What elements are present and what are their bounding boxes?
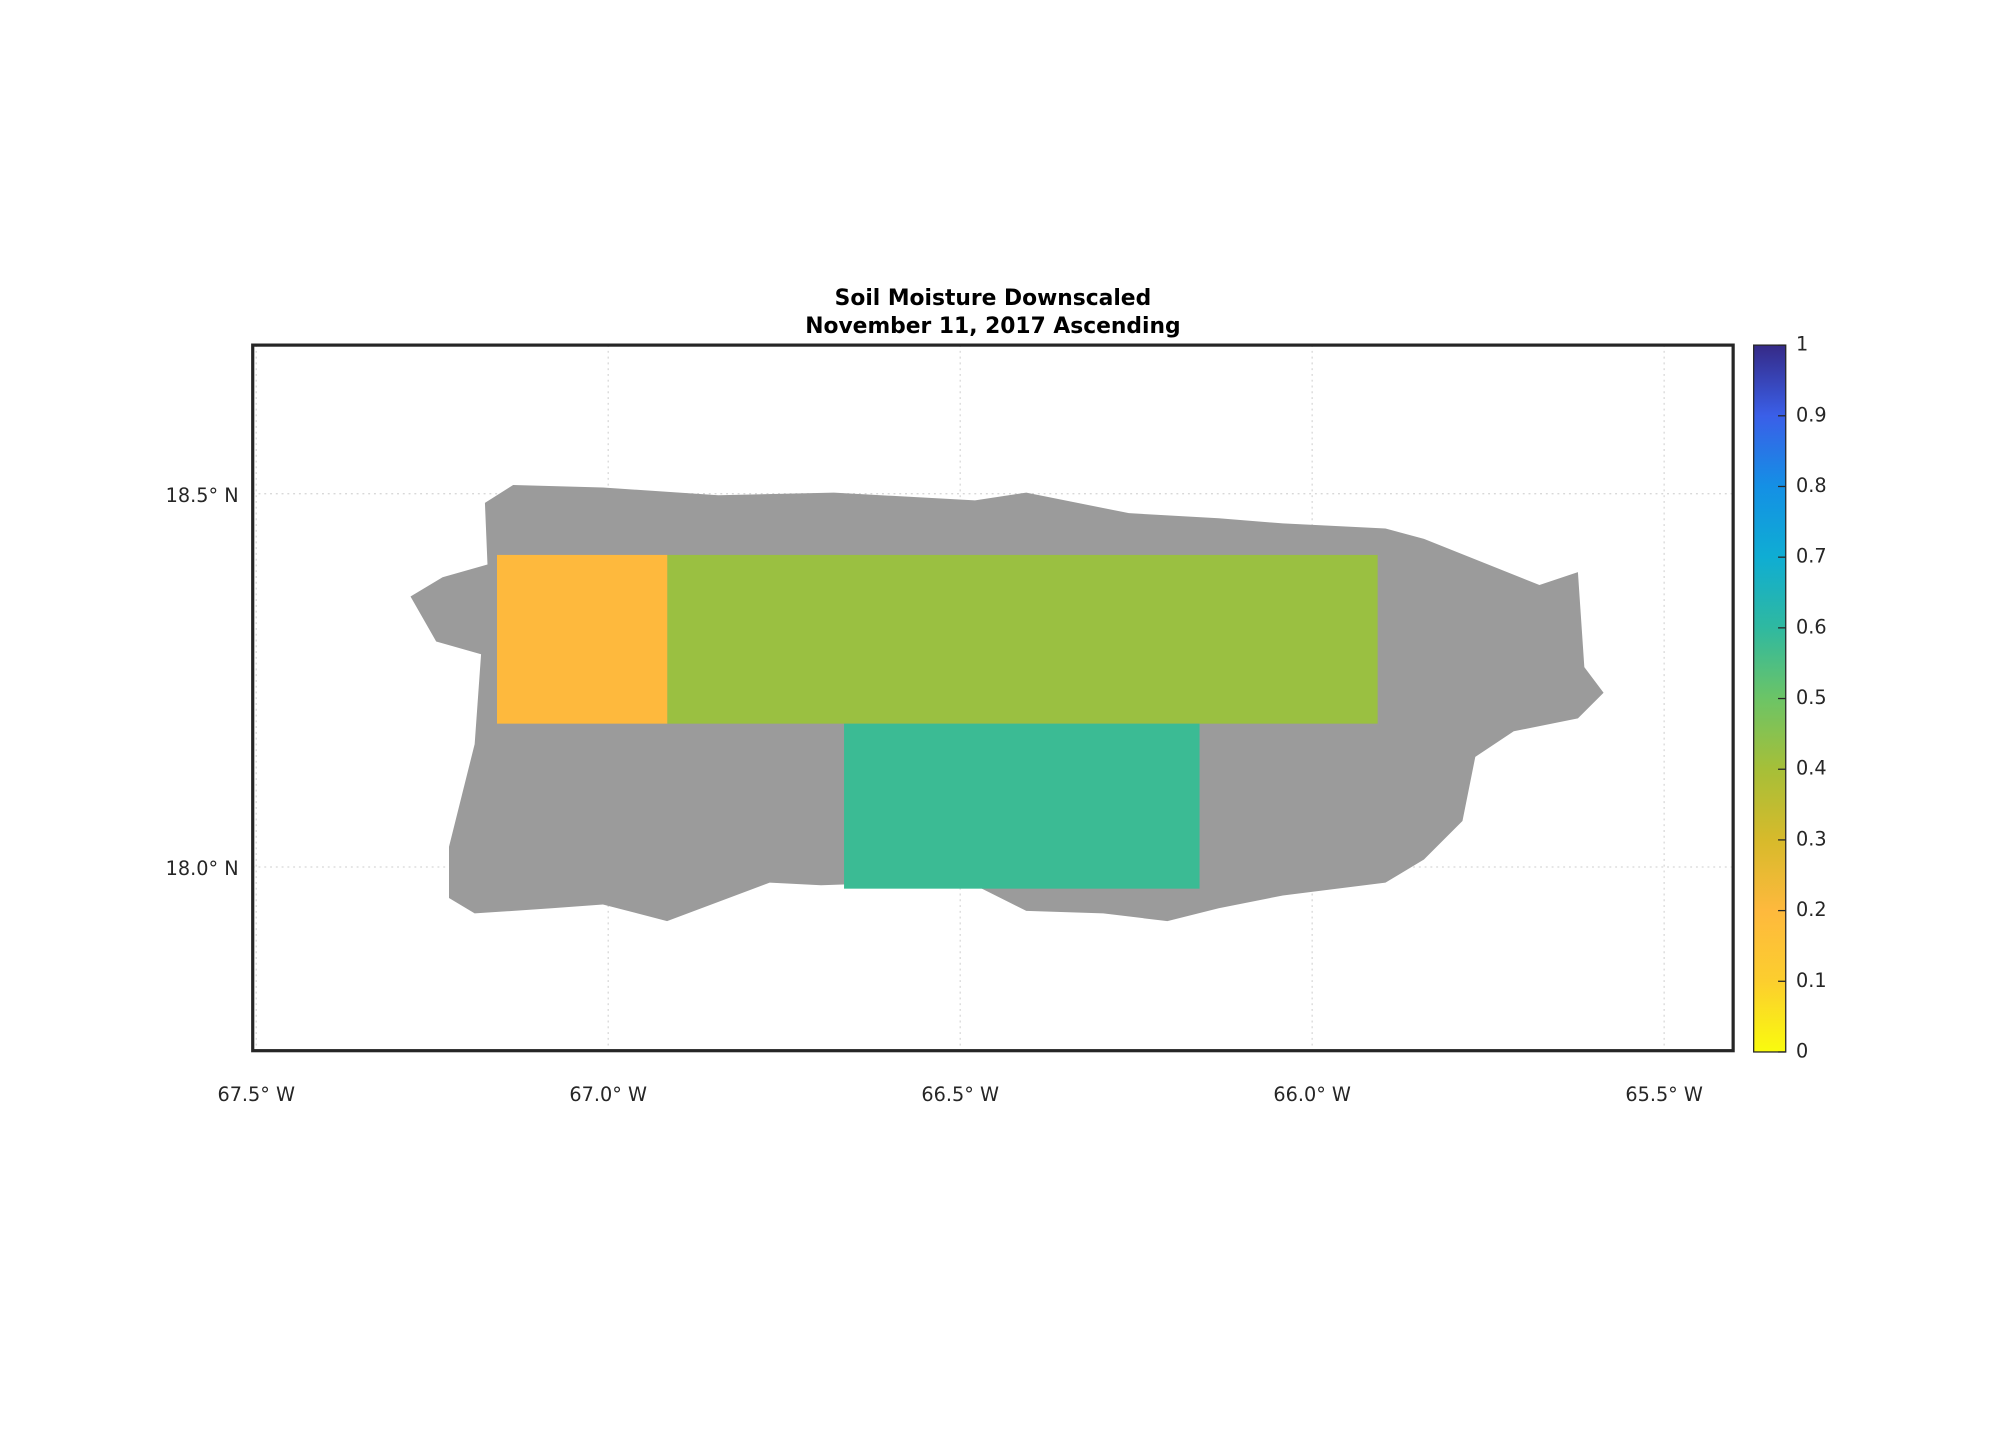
colorbar-tick-label: 0.9 — [1796, 403, 1827, 426]
map-title: Soil Moisture Downscaled — [835, 286, 1152, 311]
regions — [496, 554, 1378, 889]
soil-moisture-region — [667, 554, 1378, 724]
colorbar-tick-label: 0.8 — [1796, 474, 1827, 497]
y-tick-label: 18.5° N — [166, 484, 239, 507]
x-tick-label: 66.0° W — [1273, 1083, 1351, 1106]
map-subtitle: November 11, 2017 Ascending — [805, 314, 1180, 339]
colorbar-tick-label: 1 — [1796, 333, 1808, 356]
colorbar-tick-label: 0.7 — [1796, 545, 1827, 568]
x-tick-label: 67.0° W — [569, 1083, 647, 1106]
soil-moisture-region — [844, 723, 1200, 889]
colorbar-tick-label: 0.1 — [1796, 969, 1827, 992]
x-tick-label: 67.5° W — [217, 1083, 295, 1106]
colorbar-tick-label: 0.6 — [1796, 615, 1827, 638]
colorbar-tick-label: 0 — [1796, 1039, 1808, 1062]
soil-moisture-region — [496, 554, 668, 724]
y-tick-label: 18.0° N — [166, 857, 239, 880]
colorbar-tick-label: 0.3 — [1796, 827, 1827, 850]
x-tick-label: 65.5° W — [1625, 1083, 1703, 1106]
colorbar-tick-label: 0.4 — [1796, 757, 1827, 780]
colorbar-tick-label: 0.5 — [1796, 686, 1827, 709]
colorbar-tick-label: 0.2 — [1796, 898, 1827, 921]
x-tick-label: 66.5° W — [921, 1083, 999, 1106]
plot-frame — [251, 343, 1735, 1053]
